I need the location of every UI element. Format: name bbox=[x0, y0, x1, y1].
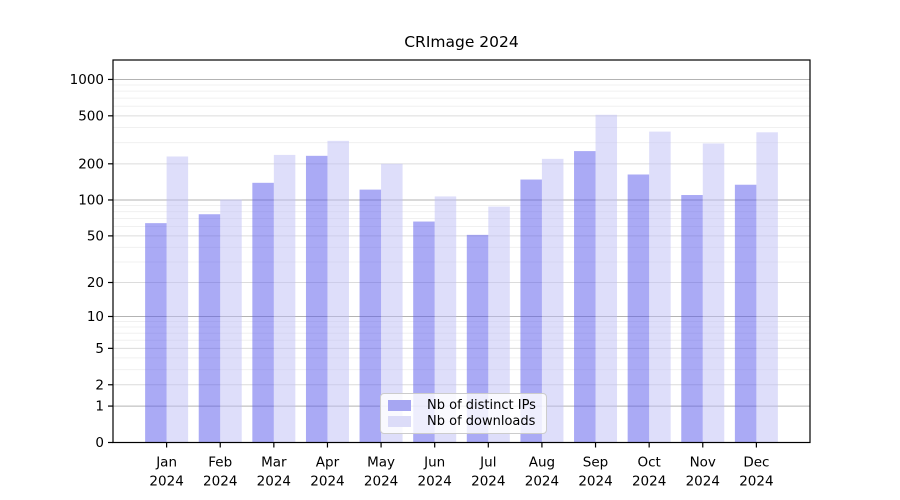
bar-apr-distinct-ips bbox=[305, 155, 328, 443]
legend-swatch-downloads bbox=[388, 415, 411, 427]
y-tick-label-100: 100 bbox=[78, 192, 104, 208]
bar-feb-distinct-ips bbox=[198, 214, 221, 443]
bar-jun-distinct-ips bbox=[413, 221, 435, 443]
bar-feb-downloads bbox=[220, 199, 242, 443]
y-tick-label-10: 10 bbox=[87, 309, 104, 325]
x-tick-label-jun: Jun 2024 bbox=[418, 455, 452, 490]
x-tick-label-mar: Mar 2024 bbox=[257, 455, 291, 490]
bar-dec-downloads bbox=[756, 132, 778, 443]
bar-apr-downloads bbox=[327, 140, 349, 443]
bar-mar-downloads bbox=[273, 154, 296, 443]
legend-label-downloads: Nb of downloads bbox=[427, 413, 536, 429]
bar-jan-downloads bbox=[166, 156, 189, 443]
x-tick-label-feb: Feb 2024 bbox=[203, 455, 237, 490]
bar-oct-downloads bbox=[649, 131, 671, 443]
y-tick-label-500: 500 bbox=[78, 108, 104, 124]
bar-aug-distinct-ips bbox=[520, 179, 542, 443]
y-tick-label-2: 2 bbox=[95, 377, 104, 393]
bar-jul-distinct-ips bbox=[466, 234, 489, 443]
axes-spines bbox=[112, 59, 811, 444]
bar-jan-distinct-ips bbox=[145, 223, 167, 443]
legend-item-distinct-ips: Nb of distinct IPs bbox=[388, 398, 538, 414]
bar-may-downloads bbox=[381, 163, 403, 443]
bar-oct-distinct-ips bbox=[627, 174, 650, 443]
y-tick-label-0: 0 bbox=[95, 435, 104, 451]
x-tick-label-jan: Jan 2024 bbox=[149, 455, 183, 490]
bar-dec-distinct-ips bbox=[734, 184, 757, 443]
y-tick-label-20: 20 bbox=[87, 275, 104, 291]
bar-nov-downloads bbox=[702, 143, 725, 443]
y-tick-label-5: 5 bbox=[95, 341, 104, 357]
y-tick-label-50: 50 bbox=[87, 228, 104, 244]
x-tick-label-nov: Nov 2024 bbox=[686, 455, 720, 490]
y-tick-label-1: 1 bbox=[95, 399, 104, 415]
legend-item-downloads: Nb of downloads bbox=[388, 414, 538, 430]
chart-title: CRImage 2024 bbox=[404, 33, 519, 51]
bar-may-distinct-ips bbox=[359, 189, 382, 443]
x-tick-label-may: May 2024 bbox=[364, 455, 398, 490]
bar-jun-downloads bbox=[434, 196, 457, 443]
bar-sep-distinct-ips bbox=[574, 151, 596, 443]
y-tick-label-200: 200 bbox=[78, 156, 104, 172]
x-tick-label-apr: Apr 2024 bbox=[310, 455, 344, 490]
x-tick-label-sep: Sep 2024 bbox=[578, 455, 612, 490]
x-tick-label-oct: Oct 2024 bbox=[632, 455, 666, 490]
bar-jul-downloads bbox=[488, 206, 510, 443]
x-tick-label-dec: Dec 2024 bbox=[739, 455, 773, 490]
legend: Nb of distinct IPs Nb of downloads bbox=[380, 393, 547, 434]
bar-mar-distinct-ips bbox=[252, 182, 274, 443]
bar-sep-downloads bbox=[595, 114, 618, 443]
bar-aug-downloads bbox=[541, 158, 564, 443]
y-tick-label-1000: 1000 bbox=[70, 72, 104, 88]
x-tick-label-jul: Jul 2024 bbox=[471, 455, 505, 490]
x-tick-label-aug: Aug 2024 bbox=[525, 455, 559, 490]
bar-nov-distinct-ips bbox=[681, 195, 703, 443]
legend-swatch-distinct-ips bbox=[388, 400, 411, 412]
legend-label-distinct-ips: Nb of distinct IPs bbox=[427, 398, 536, 414]
